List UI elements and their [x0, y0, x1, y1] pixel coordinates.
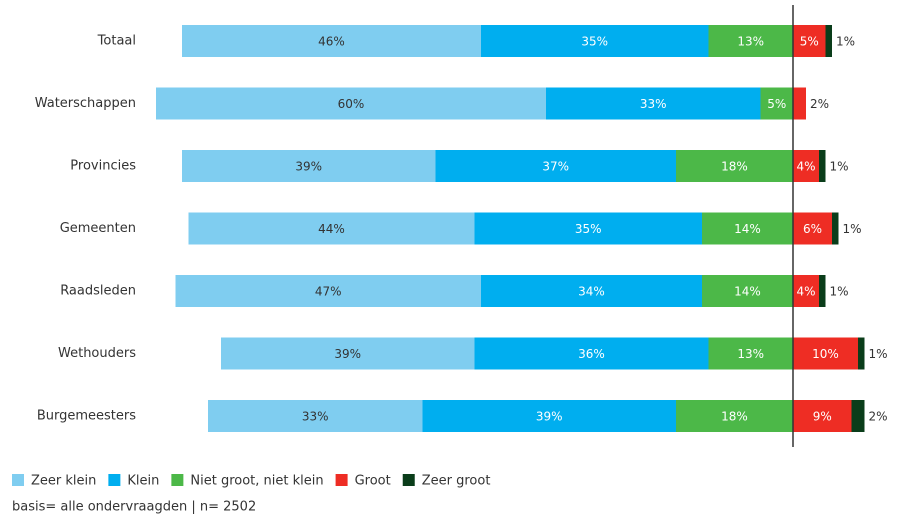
value-label: 35%: [575, 222, 602, 236]
bar-segment: [481, 275, 702, 307]
bar-segment: [422, 400, 676, 432]
bar-segment: [832, 212, 839, 245]
value-label: 46%: [318, 35, 345, 49]
value-label: 33%: [640, 97, 667, 111]
bar-segment: [793, 337, 858, 370]
value-label: 1%: [869, 347, 888, 361]
bar-segment: [182, 150, 436, 182]
bar-segment: [793, 275, 819, 307]
value-label: 2%: [869, 410, 888, 424]
legend-swatch: [108, 474, 121, 486]
bar-segment: [474, 212, 702, 245]
legend-swatch: [335, 474, 348, 486]
bar-segment: [156, 87, 546, 120]
value-label: 13%: [737, 347, 764, 361]
value-label: 34%: [578, 285, 605, 299]
value-label: 1%: [830, 160, 849, 174]
value-label: 33%: [302, 410, 329, 424]
bar-segment: [546, 87, 761, 120]
value-label: 18%: [721, 410, 748, 424]
value-label: 37%: [542, 160, 569, 174]
legend-label: Zeer klein: [31, 474, 96, 489]
bar-segment: [819, 275, 826, 307]
category-label: Raadsleden: [60, 284, 136, 299]
value-label: 4%: [796, 160, 815, 174]
legend-swatch: [402, 474, 415, 486]
bar-segment: [793, 150, 819, 182]
value-label: 39%: [334, 347, 361, 361]
value-label: 44%: [318, 222, 345, 236]
legend-swatch: [171, 474, 184, 486]
bar-segment: [702, 212, 793, 245]
bar-segment: [819, 150, 826, 182]
note: basis= alle ondervraagden | n= 2502: [12, 500, 256, 515]
bar-segment: [708, 337, 793, 370]
bar-segment: [221, 337, 475, 370]
bar-segment: [175, 275, 481, 307]
value-label: 14%: [734, 222, 761, 236]
value-label: 4%: [796, 285, 815, 299]
bar-segment: [702, 275, 793, 307]
bar-segment: [676, 400, 793, 432]
value-label: 14%: [734, 285, 761, 299]
value-label: 1%: [836, 35, 855, 49]
value-label: 39%: [295, 160, 322, 174]
legend-label: Groot: [355, 474, 391, 489]
bar-segment: [793, 212, 832, 245]
legend-label: Klein: [127, 474, 159, 489]
value-label: 2%: [810, 97, 829, 111]
bar-segment: [793, 25, 826, 57]
value-label: 1%: [843, 222, 862, 236]
legend-label: Niet groot, niet klein: [190, 474, 323, 489]
bar-segment: [474, 337, 709, 370]
category-label: Burgemeesters: [37, 409, 136, 424]
bar-segment: [793, 400, 852, 432]
value-label: 6%: [803, 222, 822, 236]
value-label: 39%: [536, 410, 563, 424]
value-label: 36%: [578, 347, 605, 361]
value-label: 9%: [813, 410, 832, 424]
value-label: 35%: [581, 35, 608, 49]
value-label: 13%: [737, 35, 764, 49]
value-label: 5%: [800, 35, 819, 49]
bar-segment: [208, 400, 423, 432]
legend-swatch: [12, 474, 24, 486]
value-label: 1%: [830, 285, 849, 299]
bar-segment: [825, 25, 832, 57]
bar-segment: [188, 212, 475, 245]
bar-segment: [760, 87, 793, 120]
bar-segment: [851, 400, 865, 432]
value-label: 60%: [338, 97, 365, 111]
category-label: Gemeenten: [60, 221, 136, 236]
bar-segment: [793, 87, 806, 120]
bar-segment: [435, 150, 676, 182]
bar-segment: [481, 25, 709, 57]
value-label: 5%: [767, 97, 786, 111]
bar-segment: [676, 150, 793, 182]
value-label: 47%: [315, 285, 342, 299]
category-label: Totaal: [97, 34, 136, 49]
bar-segment: [858, 337, 865, 370]
legend-label: Zeer groot: [422, 474, 491, 489]
category-label: Waterschappen: [35, 96, 136, 111]
value-label: 18%: [721, 160, 748, 174]
category-label: Provincies: [70, 159, 136, 174]
bar-segment: [182, 25, 481, 57]
category-label: Wethouders: [58, 346, 136, 361]
bar-segment: [708, 25, 793, 57]
value-label: 10%: [812, 347, 839, 361]
